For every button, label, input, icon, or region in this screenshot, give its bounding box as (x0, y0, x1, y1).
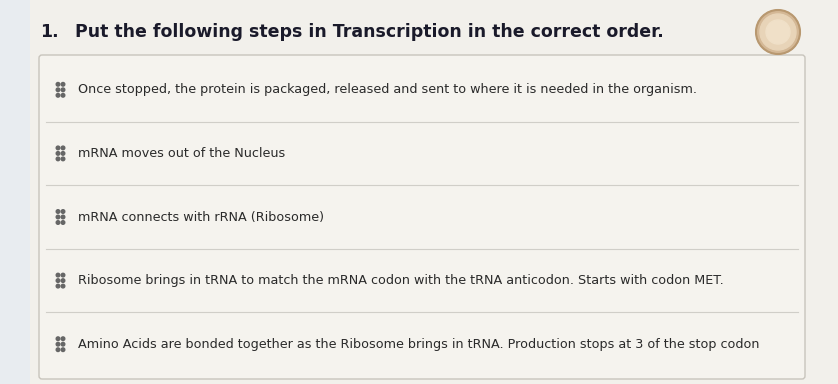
Circle shape (61, 337, 65, 341)
Circle shape (56, 88, 59, 92)
Text: Once stopped, the protein is packaged, released and sent to where it is needed i: Once stopped, the protein is packaged, r… (78, 83, 697, 96)
Circle shape (56, 343, 59, 346)
Circle shape (61, 152, 65, 155)
FancyBboxPatch shape (39, 55, 805, 379)
Text: mRNA connects with rRNA (Ribosome): mRNA connects with rRNA (Ribosome) (78, 210, 324, 223)
Circle shape (756, 10, 800, 54)
Circle shape (61, 210, 65, 213)
Circle shape (61, 215, 65, 219)
Circle shape (56, 273, 59, 277)
Circle shape (766, 20, 790, 44)
Circle shape (56, 210, 59, 213)
Circle shape (61, 221, 65, 224)
Circle shape (61, 83, 65, 86)
Text: 1.: 1. (40, 23, 59, 41)
Text: Amino Acids are bonded together as the Ribosome brings in tRNA. Production stops: Amino Acids are bonded together as the R… (78, 338, 759, 351)
Text: Ribosome brings in tRNA to match the mRNA codon with the tRNA anticodon. Starts : Ribosome brings in tRNA to match the mRN… (78, 274, 724, 287)
FancyBboxPatch shape (30, 0, 838, 384)
Circle shape (61, 88, 65, 92)
Circle shape (56, 157, 59, 161)
Circle shape (61, 348, 65, 351)
Circle shape (61, 343, 65, 346)
Circle shape (760, 14, 796, 50)
Circle shape (61, 146, 65, 150)
Circle shape (61, 157, 65, 161)
Circle shape (61, 279, 65, 282)
Circle shape (56, 279, 59, 282)
Circle shape (56, 221, 59, 224)
Circle shape (56, 93, 59, 97)
Circle shape (56, 348, 59, 351)
Circle shape (56, 215, 59, 219)
Circle shape (61, 93, 65, 97)
Circle shape (61, 273, 65, 277)
Circle shape (56, 146, 59, 150)
Circle shape (56, 83, 59, 86)
Text: Put the following steps in Transcription in the correct order.: Put the following steps in Transcription… (75, 23, 664, 41)
Circle shape (61, 284, 65, 288)
Circle shape (56, 284, 59, 288)
Circle shape (56, 337, 59, 341)
Circle shape (56, 152, 59, 155)
Text: mRNA moves out of the Nucleus: mRNA moves out of the Nucleus (78, 147, 285, 160)
